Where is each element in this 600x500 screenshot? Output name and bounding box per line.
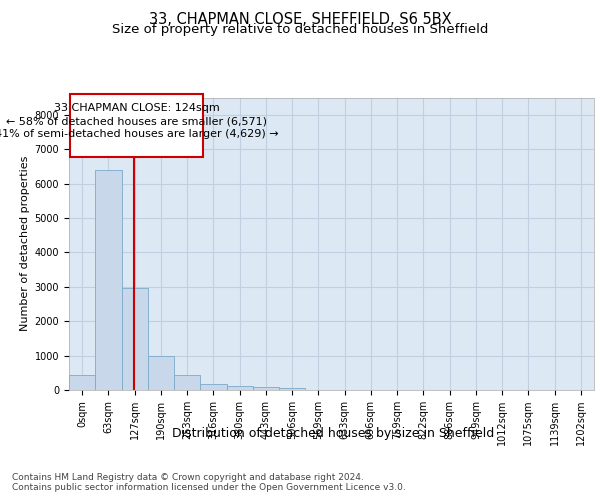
Text: Contains public sector information licensed under the Open Government Licence v3: Contains public sector information licen… (12, 482, 406, 492)
Bar (227, 386, 253, 390)
Text: Distribution of detached houses by size in Sheffield: Distribution of detached houses by size … (172, 428, 494, 440)
Bar (148, 356, 174, 390)
Bar (69, 375, 95, 390)
Text: Size of property relative to detached houses in Sheffield: Size of property relative to detached ho… (112, 22, 488, 36)
Text: 33, CHAPMAN CLOSE, SHEFFIELD, S6 5BX: 33, CHAPMAN CLOSE, SHEFFIELD, S6 5BX (149, 12, 451, 28)
Bar (70, 94, 203, 156)
Bar (279, 388, 305, 390)
Text: ← 58% of detached houses are smaller (6,571): ← 58% of detached houses are smaller (6,… (6, 116, 267, 126)
Y-axis label: Number of detached properties: Number of detached properties (20, 156, 31, 332)
Bar (253, 387, 279, 390)
Bar (95, 170, 121, 390)
Bar (174, 375, 200, 390)
Text: 33 CHAPMAN CLOSE: 124sqm: 33 CHAPMAN CLOSE: 124sqm (53, 102, 220, 113)
Text: Contains HM Land Registry data © Crown copyright and database right 2024.: Contains HM Land Registry data © Crown c… (12, 472, 364, 482)
Bar (200, 384, 227, 390)
Bar (121, 288, 148, 390)
Text: 41% of semi-detached houses are larger (4,629) →: 41% of semi-detached houses are larger (… (0, 129, 278, 139)
